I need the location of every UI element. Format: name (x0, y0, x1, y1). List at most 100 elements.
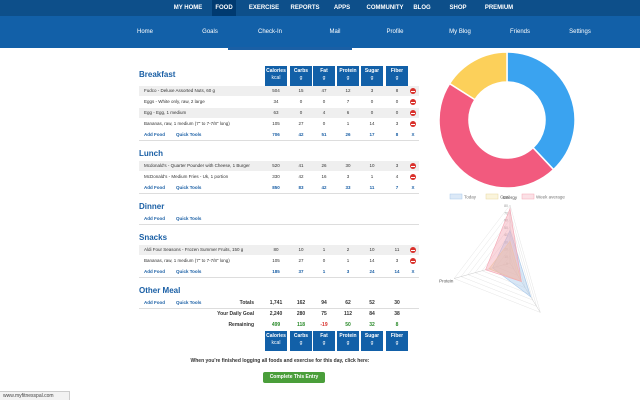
food-name[interactable]: Bananas, raw, 1 medium (7" to 7-7/8" lon… (144, 121, 230, 126)
sub-nav-my-blog[interactable]: My Blog (449, 29, 471, 35)
add-food-link[interactable]: Add Food (144, 132, 165, 137)
food-name[interactable]: Egg - Egg, 1 medium (144, 110, 187, 115)
quick-tools-link[interactable]: Quick Tools (176, 132, 202, 137)
column-unit: g (370, 75, 374, 81)
food-name[interactable]: Fudco - Deluxe Assorted Nuts, 60 g (144, 88, 216, 93)
food-value-sugar: 0 (370, 110, 374, 115)
complete-entry-button[interactable]: Complete This Entry (263, 372, 325, 383)
top-nav-premium[interactable]: PREMIUM (484, 5, 514, 11)
top-nav-apps[interactable]: APPS (333, 5, 351, 11)
food-value-sugar: 1 (370, 174, 374, 179)
summary-value-carbs: 280 (296, 311, 306, 317)
top-nav-exercise[interactable]: EXERCISE (248, 5, 280, 11)
summary-value-fiber: 30 (394, 300, 400, 306)
quick-tools-link[interactable]: Quick Tools (176, 300, 202, 305)
column-header-fat: Fat g (313, 66, 335, 86)
clear-meal-icon[interactable]: X (411, 185, 415, 190)
remove-entry-icon[interactable] (410, 110, 416, 116)
radar-tick-label: 80 (504, 204, 508, 208)
quick-tools-link[interactable]: Quick Tools (176, 216, 202, 221)
top-nav-food[interactable]: FOOD (212, 0, 236, 16)
radar-legend-swatch (449, 193, 463, 200)
add-food-link[interactable]: Add Food (144, 269, 165, 274)
food-name[interactable]: McDonald's - Medium Fries - Uk, 1 portio… (144, 174, 229, 179)
food-name[interactable]: Aldi Four Seasons - Frozen Summer Fruits… (144, 247, 244, 252)
food-name[interactable]: Eggs - White only, raw, 2 large (144, 99, 205, 104)
sub-nav-check-in[interactable]: Check-In (257, 29, 282, 35)
radar-tick-label: 60 (504, 219, 508, 223)
food-value-calories: 520 (272, 163, 280, 168)
radar-legend-label: Today (464, 195, 477, 200)
meal-actions-row: Add Food Quick Tools 850 83 42 33 11 7 X (139, 183, 419, 193)
food-value-protein: 2 (346, 247, 350, 252)
remove-entry-icon[interactable] (410, 99, 416, 105)
food-value-carbs: 27 (298, 121, 304, 126)
radar-tick-label: 30 (504, 240, 508, 244)
column-name: Sugar (364, 333, 380, 339)
remove-entry-icon[interactable] (410, 163, 416, 169)
remove-entry-icon[interactable] (410, 121, 416, 127)
remove-entry-icon[interactable] (410, 88, 416, 94)
radar-tick-label: 10 (504, 255, 508, 259)
food-value-calories: 330 (272, 174, 280, 179)
food-value-sugar: 14 (369, 258, 375, 263)
food-value-fiber: 0 (395, 110, 399, 115)
sub-nav-home[interactable]: Home (136, 29, 153, 35)
top-nav-community[interactable]: COMMUNITY (366, 5, 404, 11)
food-value-calories: 105 (272, 121, 280, 126)
remove-entry-icon[interactable] (410, 258, 416, 264)
quick-tools-link[interactable]: Quick Tools (176, 269, 202, 274)
sub-nav-goals[interactable]: Goals (202, 29, 218, 35)
top-nav-shop[interactable]: SHOP (449, 5, 467, 11)
summary-value-fiber: 8 (395, 322, 399, 328)
column-name: Fat (320, 333, 328, 339)
column-header-fiber: Fiber g (386, 66, 408, 86)
sub-nav-mail[interactable]: Mail (329, 29, 341, 35)
food-value-calories: 504 (272, 88, 280, 93)
meal-total-protein: 26 (345, 132, 351, 137)
food-name[interactable]: Mcdonald's - Quarter Pounder with Cheese… (144, 163, 250, 168)
clear-meal-icon[interactable]: X (411, 269, 415, 274)
food-row: Bananas, raw, 1 medium (7" to 7-7/8" lon… (139, 256, 419, 266)
donut-slice-protein[interactable] (448, 51, 508, 101)
meal-total-fat: 1 (322, 269, 326, 274)
clear-meal-icon[interactable]: X (411, 132, 415, 137)
summary-value-fat: -19 (320, 322, 328, 328)
sub-nav-profile[interactable]: Profile (386, 29, 404, 35)
column-unit: g (322, 340, 326, 346)
top-nav-reports[interactable]: REPORTS (290, 5, 320, 11)
add-food-link[interactable]: Add Food (144, 300, 165, 305)
food-value-protein: 12 (345, 88, 351, 93)
date-selector-strip[interactable] (228, 47, 352, 50)
radar-grid-ring (453, 204, 541, 313)
column-header-carbs: Carbs g (290, 66, 312, 86)
food-value-fat: 0 (322, 99, 326, 104)
summary-value-sugar: 52 (369, 300, 375, 306)
food-row: Mcdonald's - Quarter Pounder with Cheese… (139, 161, 419, 171)
summary-value-fat: 75 (321, 311, 327, 317)
top-nav-blog[interactable]: BLOG (413, 5, 431, 11)
summary-value-carbs: 118 (296, 322, 306, 328)
add-food-link[interactable]: Add Food (144, 216, 165, 221)
column-name: Fiber (390, 68, 404, 74)
donut-slice-fat[interactable] (438, 82, 555, 189)
food-value-fat: 16 (321, 174, 327, 179)
sub-nav-settings[interactable]: Settings (569, 29, 591, 35)
meal-total-protein: 3 (346, 269, 350, 274)
quick-tools-link[interactable]: Quick Tools (176, 185, 202, 190)
food-value-calories: 80 (273, 247, 279, 252)
remove-entry-icon[interactable] (410, 174, 416, 180)
sub-nav-friends[interactable]: Friends (509, 29, 530, 35)
food-value-protein: 7 (346, 99, 350, 104)
top-nav-my-home[interactable]: MY HOME (173, 5, 203, 11)
food-name[interactable]: Bananas, raw, 1 medium (7" to 7-7/8" lon… (144, 258, 230, 263)
radar-legend-swatch (521, 193, 535, 200)
donut-slice-carbs[interactable] (506, 51, 576, 171)
meal-title-snacks: Snacks (139, 233, 168, 242)
remove-entry-icon[interactable] (410, 247, 416, 253)
food-value-fat: 0 (322, 258, 326, 263)
add-food-link[interactable]: Add Food (144, 185, 165, 190)
column-header-calories: Calories kcal (265, 66, 287, 86)
divider (139, 308, 419, 309)
food-value-fat: 1 (322, 247, 326, 252)
